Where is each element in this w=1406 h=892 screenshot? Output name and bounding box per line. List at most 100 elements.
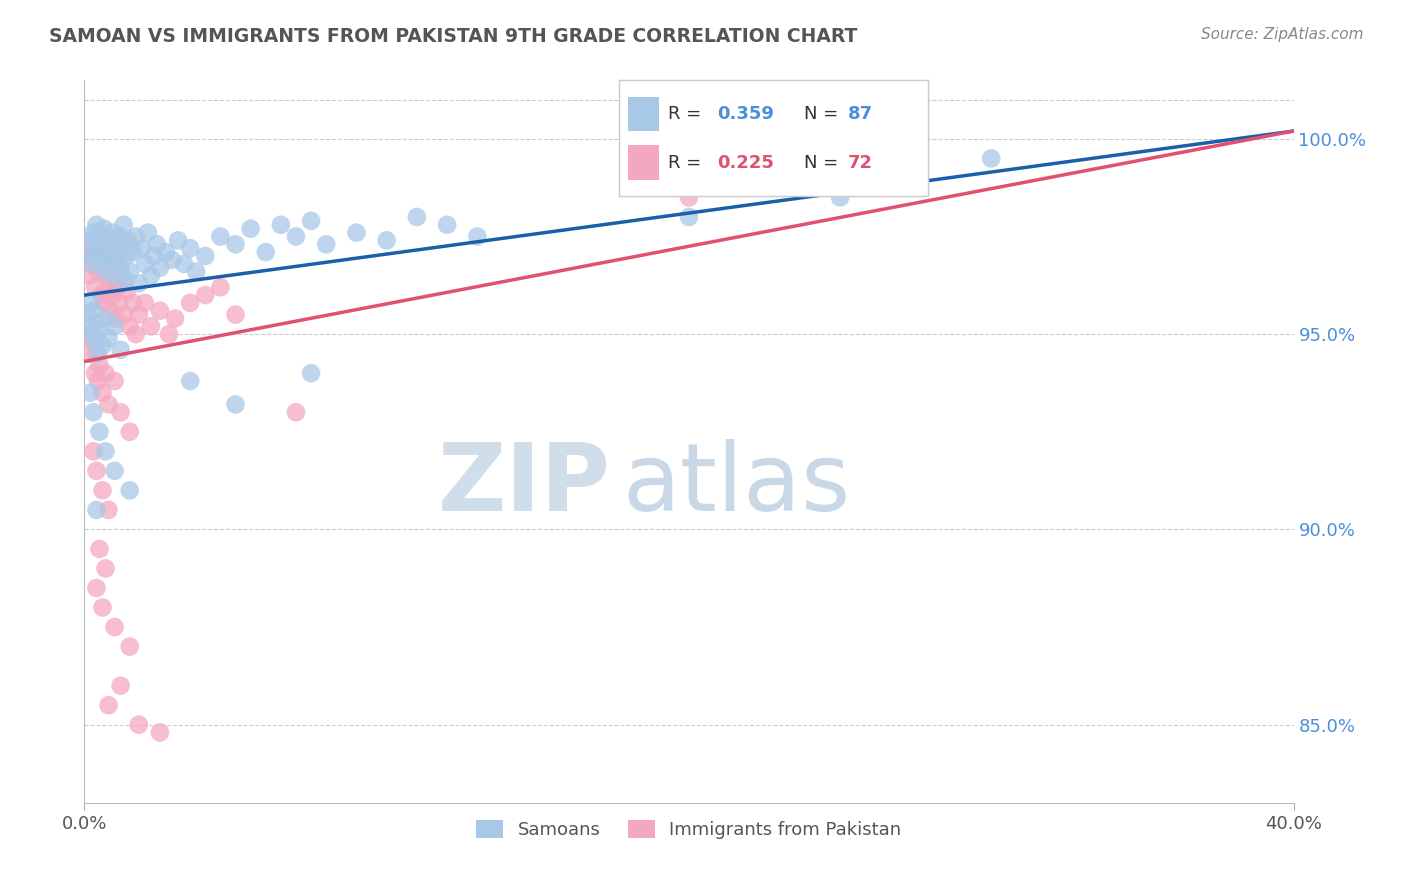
- Point: [110, 260, 132, 275]
- Point: [86, 249, 108, 263]
- Point: [112, 308, 135, 322]
- Point: [108, 296, 131, 310]
- Point: [101, 288, 124, 302]
- Point: [108, 229, 131, 244]
- Point: [225, 308, 247, 322]
- Point: [97, 503, 120, 517]
- Bar: [628, 96, 659, 131]
- Point: [94, 268, 117, 283]
- Point: [118, 483, 141, 498]
- Point: [86, 346, 108, 360]
- Point: [209, 280, 232, 294]
- Point: [110, 268, 132, 283]
- Point: [87, 346, 110, 360]
- Point: [98, 303, 121, 318]
- Text: R =: R =: [668, 105, 707, 123]
- Point: [209, 229, 232, 244]
- Point: [179, 374, 201, 388]
- Point: [91, 257, 114, 271]
- Point: [82, 405, 104, 419]
- Point: [179, 241, 201, 255]
- Point: [107, 252, 129, 267]
- Point: [149, 260, 172, 275]
- Point: [86, 315, 108, 329]
- Point: [678, 190, 700, 204]
- Point: [79, 241, 101, 255]
- Point: [79, 346, 101, 360]
- Point: [110, 405, 132, 419]
- Point: [117, 234, 139, 248]
- Point: [225, 237, 247, 252]
- Point: [82, 303, 104, 318]
- Text: SAMOAN VS IMMIGRANTS FROM PAKISTAN 9TH GRADE CORRELATION CHART: SAMOAN VS IMMIGRANTS FROM PAKISTAN 9TH G…: [49, 27, 858, 45]
- Point: [94, 366, 117, 380]
- Point: [97, 331, 120, 345]
- Point: [79, 249, 101, 263]
- Text: 0.225: 0.225: [717, 153, 775, 171]
- Point: [77, 234, 100, 248]
- Point: [96, 284, 118, 298]
- Point: [285, 405, 308, 419]
- Point: [179, 296, 201, 310]
- Point: [125, 327, 148, 342]
- Point: [86, 503, 108, 517]
- Point: [225, 397, 247, 411]
- Point: [82, 226, 104, 240]
- Point: [97, 698, 120, 713]
- Point: [157, 327, 180, 342]
- Point: [97, 252, 120, 267]
- Text: 87: 87: [848, 105, 873, 123]
- Point: [678, 210, 700, 224]
- Point: [194, 249, 217, 263]
- Point: [89, 425, 111, 439]
- Point: [104, 374, 127, 388]
- Point: [91, 483, 114, 498]
- Point: [89, 323, 111, 337]
- Point: [115, 249, 138, 263]
- Point: [270, 218, 292, 232]
- Point: [77, 327, 100, 342]
- Point: [149, 303, 172, 318]
- Text: ZIP: ZIP: [437, 439, 610, 531]
- Point: [89, 359, 111, 373]
- Point: [84, 334, 107, 349]
- Point: [830, 190, 852, 204]
- Point: [79, 385, 101, 400]
- Point: [167, 234, 190, 248]
- Point: [77, 268, 100, 283]
- Point: [128, 717, 150, 731]
- Point: [104, 319, 127, 334]
- Point: [97, 397, 120, 411]
- Point: [114, 272, 136, 286]
- Point: [315, 237, 337, 252]
- Point: [104, 260, 127, 275]
- Point: [89, 229, 111, 244]
- Point: [93, 221, 115, 235]
- Point: [93, 296, 115, 310]
- Point: [100, 272, 122, 286]
- Point: [94, 311, 117, 326]
- Point: [115, 284, 138, 298]
- Bar: [628, 145, 659, 180]
- Text: N =: N =: [804, 105, 844, 123]
- Point: [112, 218, 135, 232]
- Point: [91, 339, 114, 353]
- Point: [346, 226, 368, 240]
- Point: [149, 725, 172, 739]
- Point: [94, 561, 117, 575]
- Point: [155, 245, 177, 260]
- Point: [87, 265, 110, 279]
- Point: [86, 581, 108, 595]
- Point: [97, 234, 120, 248]
- Point: [194, 288, 217, 302]
- Point: [76, 249, 98, 263]
- Point: [186, 265, 208, 279]
- Point: [76, 308, 98, 322]
- Point: [105, 237, 128, 252]
- Point: [121, 245, 143, 260]
- Point: [82, 334, 104, 349]
- Point: [100, 245, 122, 260]
- Point: [121, 296, 143, 310]
- Point: [80, 257, 103, 271]
- Point: [90, 252, 112, 267]
